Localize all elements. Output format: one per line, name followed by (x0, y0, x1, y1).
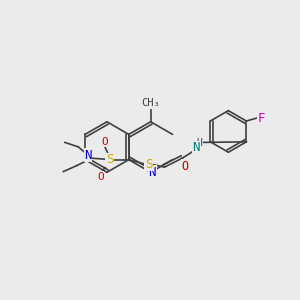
Text: CH₃: CH₃ (141, 98, 160, 108)
Text: O: O (97, 172, 104, 182)
Text: S: S (145, 158, 152, 171)
Text: O: O (182, 160, 189, 173)
Text: O: O (102, 137, 108, 147)
Text: H: H (196, 138, 202, 148)
Text: F: F (258, 112, 265, 124)
Text: N: N (193, 141, 200, 154)
Text: N: N (84, 149, 92, 162)
Text: N: N (148, 166, 156, 179)
Text: S: S (106, 153, 113, 166)
